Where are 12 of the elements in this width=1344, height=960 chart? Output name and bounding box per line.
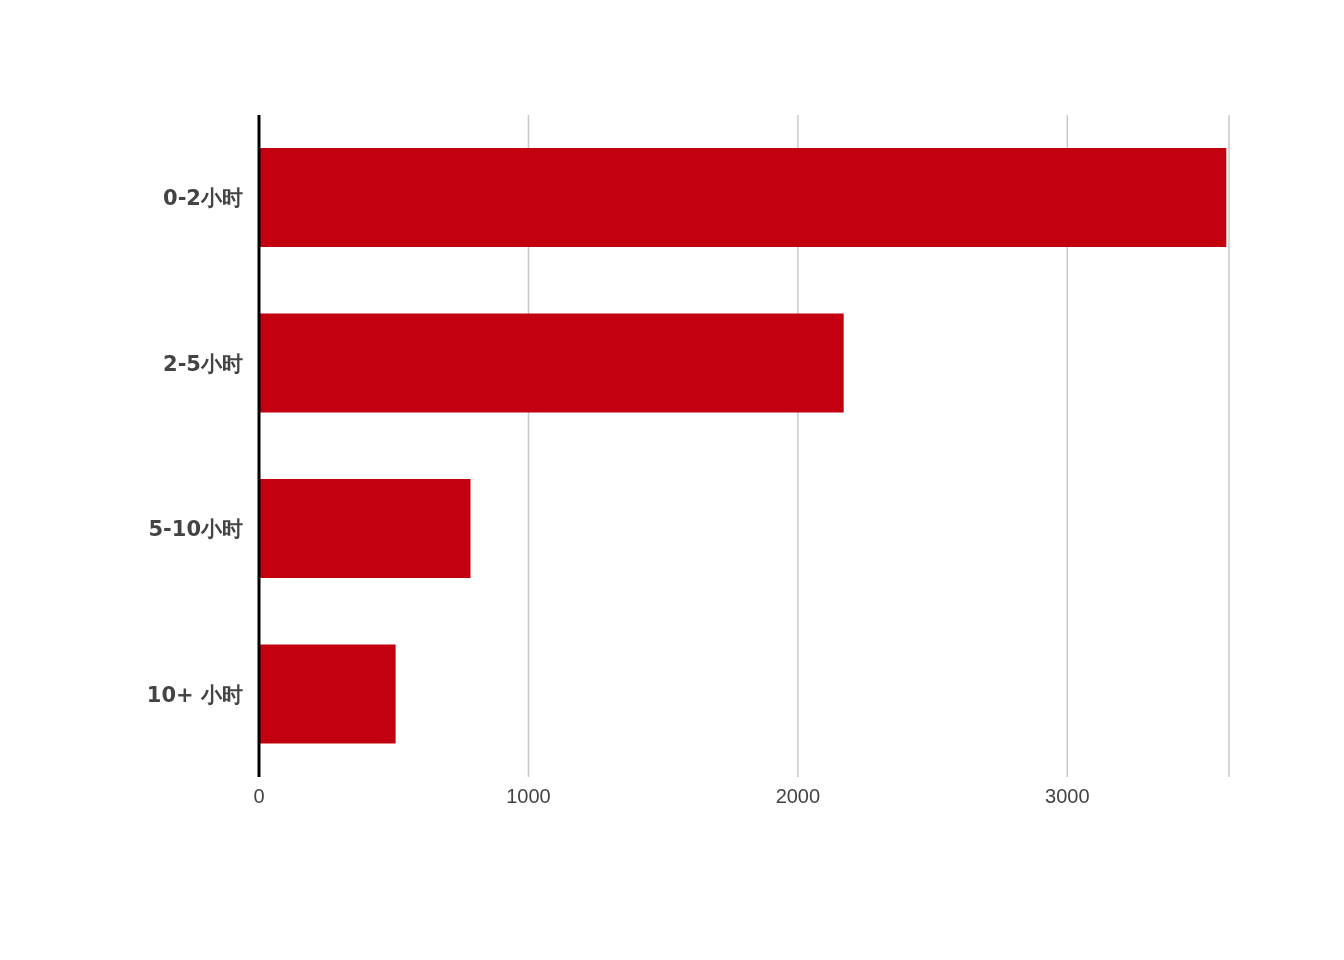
- x-tick-label: 3000: [1045, 785, 1090, 808]
- y-tick-label: 2-5小时: [163, 351, 243, 376]
- x-tick-label: 0: [253, 785, 265, 808]
- bar: [259, 148, 1227, 248]
- y-tick-label: 10+ 小时: [146, 682, 243, 707]
- bar: [259, 644, 396, 744]
- bar: [259, 313, 844, 413]
- bar: [259, 479, 471, 579]
- y-tick-label: 0-2小时: [163, 186, 243, 211]
- x-tick-label: 1000: [506, 785, 551, 808]
- x-tick-label: 2000: [775, 785, 821, 808]
- y-tick-label: 5-10小时: [148, 517, 243, 542]
